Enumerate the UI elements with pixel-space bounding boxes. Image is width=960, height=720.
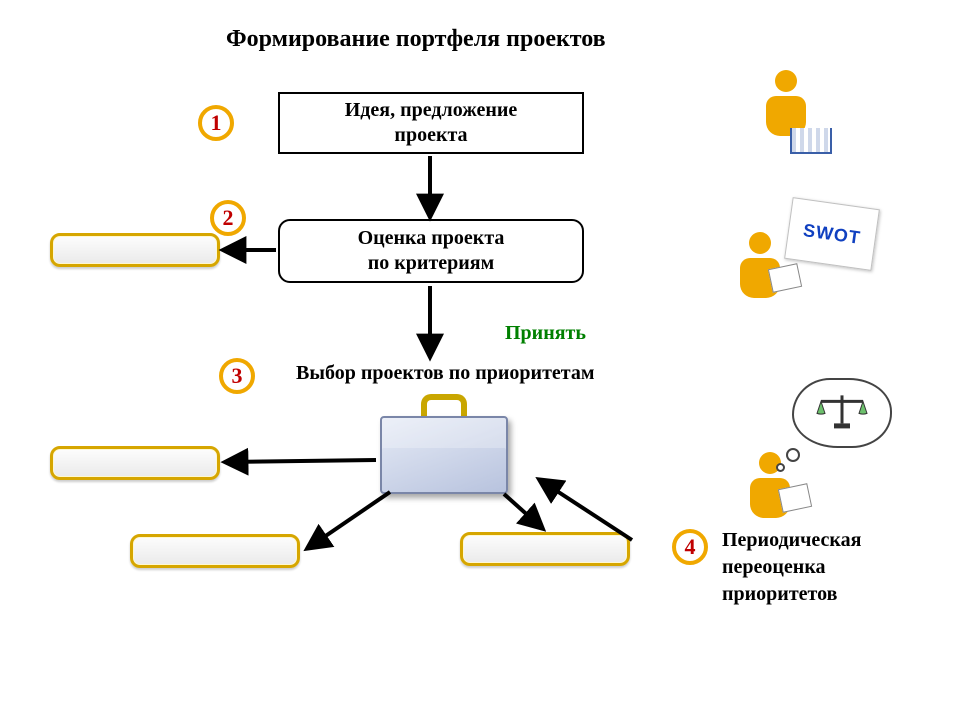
arrow bbox=[540, 480, 632, 540]
arrows-layer bbox=[0, 0, 960, 720]
arrow bbox=[504, 494, 542, 528]
arrow bbox=[226, 460, 376, 462]
arrow bbox=[308, 492, 390, 548]
